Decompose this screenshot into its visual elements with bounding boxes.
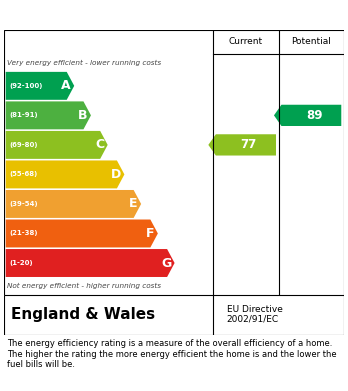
Text: Potential: Potential bbox=[291, 38, 331, 47]
Text: (69-80): (69-80) bbox=[10, 142, 38, 148]
Text: D: D bbox=[111, 168, 121, 181]
Text: C: C bbox=[95, 138, 104, 151]
Text: A: A bbox=[61, 79, 71, 92]
Polygon shape bbox=[6, 190, 141, 218]
Polygon shape bbox=[6, 131, 108, 159]
Text: EU Directive
2002/91/EC: EU Directive 2002/91/EC bbox=[227, 305, 283, 324]
Text: (55-68): (55-68) bbox=[10, 171, 38, 178]
Text: (21-38): (21-38) bbox=[10, 230, 38, 237]
Polygon shape bbox=[6, 101, 91, 129]
Text: England & Wales: England & Wales bbox=[11, 307, 155, 323]
Text: Not energy efficient - higher running costs: Not energy efficient - higher running co… bbox=[7, 283, 161, 289]
Text: (92-100): (92-100) bbox=[10, 83, 43, 89]
Polygon shape bbox=[6, 219, 158, 248]
Polygon shape bbox=[6, 160, 124, 188]
Text: Energy Efficiency Rating: Energy Efficiency Rating bbox=[69, 7, 279, 23]
Text: F: F bbox=[146, 227, 155, 240]
Polygon shape bbox=[274, 105, 341, 126]
Text: Current: Current bbox=[229, 38, 263, 47]
Text: (1-20): (1-20) bbox=[10, 260, 33, 266]
Text: (81-91): (81-91) bbox=[10, 112, 38, 118]
Text: E: E bbox=[129, 197, 138, 210]
Text: 77: 77 bbox=[240, 138, 257, 151]
Text: Very energy efficient - lower running costs: Very energy efficient - lower running co… bbox=[7, 60, 161, 66]
Text: B: B bbox=[78, 109, 88, 122]
Text: 89: 89 bbox=[306, 109, 322, 122]
Polygon shape bbox=[6, 249, 175, 277]
Text: (39-54): (39-54) bbox=[10, 201, 38, 207]
Polygon shape bbox=[6, 72, 74, 100]
Polygon shape bbox=[208, 134, 276, 156]
Text: The energy efficiency rating is a measure of the overall efficiency of a home. T: The energy efficiency rating is a measur… bbox=[7, 339, 337, 369]
Text: G: G bbox=[161, 256, 171, 269]
